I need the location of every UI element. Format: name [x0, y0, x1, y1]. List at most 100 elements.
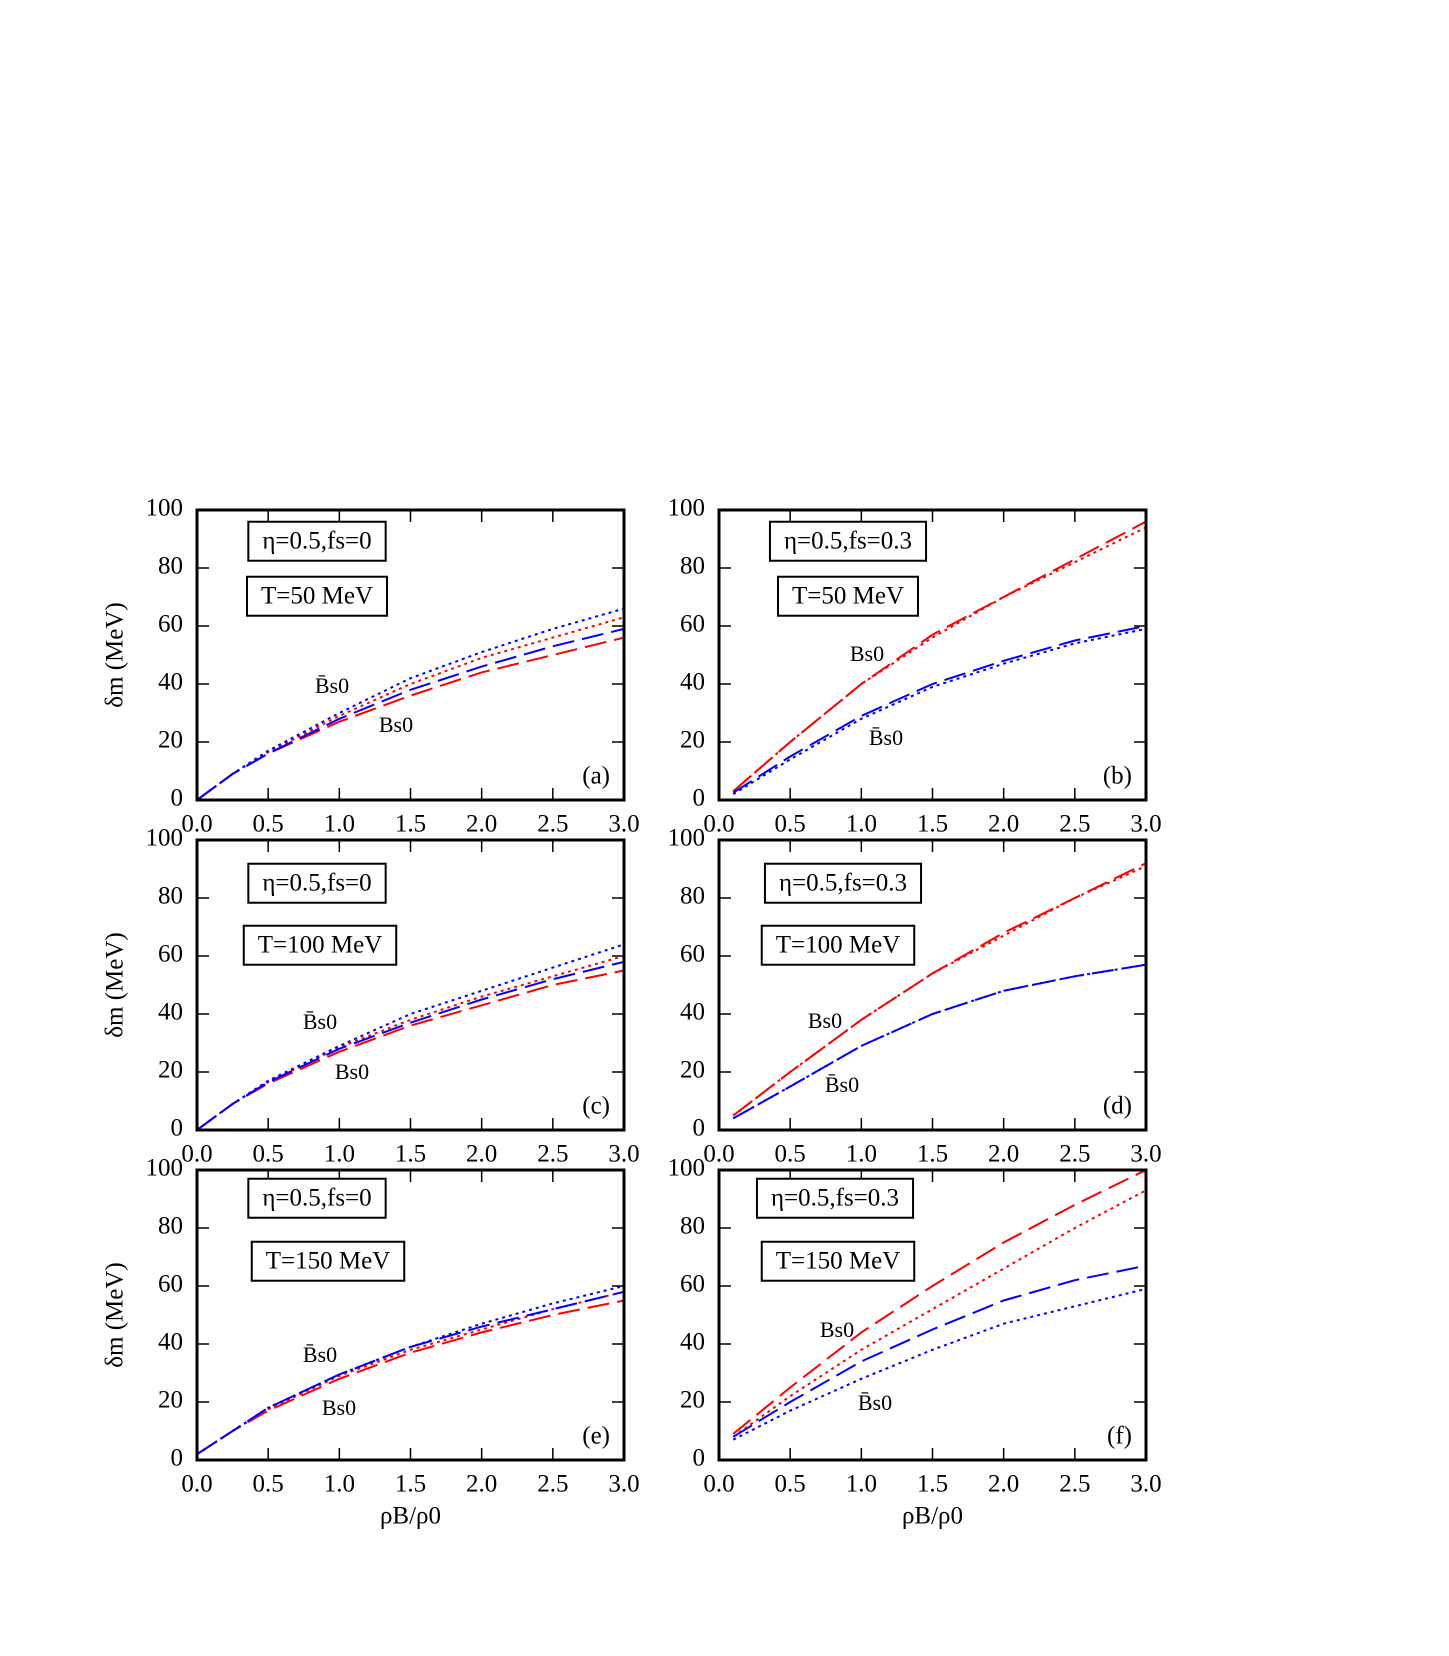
curve	[197, 1299, 624, 1456]
annotation-box	[247, 862, 387, 904]
curve-label: Bs0	[808, 1008, 842, 1033]
x-tick-label: 2.0	[988, 811, 1019, 838]
annotation: T=50 MeV	[261, 583, 373, 610]
x-tick-label: 3.0	[608, 811, 639, 838]
annotation-box	[250, 1240, 406, 1282]
x-tick-label: 0.5	[253, 811, 284, 838]
x-tick-label: 0.0	[703, 1471, 734, 1498]
x-axis-label: ρB/ρ0	[380, 1503, 441, 1530]
x-tick-label: 2.0	[466, 1141, 497, 1168]
curve-label: Bs0	[850, 641, 884, 666]
annotation: η=0.5,fs=0.3	[784, 528, 912, 555]
x-tick-label: 3.0	[1130, 1471, 1161, 1498]
x-tick-label: 3.0	[608, 1141, 639, 1168]
plot-frame	[195, 508, 626, 802]
y-tick-label: 0	[693, 1115, 706, 1142]
curve-label: B̄s0	[825, 1072, 859, 1097]
curve-label: Bs0	[379, 712, 413, 737]
curve	[197, 1285, 624, 1456]
panel-label: (d)	[1103, 1093, 1132, 1120]
curve	[732, 1189, 1146, 1438]
annotation-box	[246, 575, 388, 617]
curve	[732, 1287, 1146, 1441]
x-tick-label: 1.0	[324, 1141, 355, 1168]
y-tick-label: 40	[158, 669, 183, 696]
plot-frame	[195, 838, 626, 1132]
annotation: η=0.5,fs=0	[262, 1185, 371, 1212]
x-tick-label: 0.5	[253, 1471, 284, 1498]
annotation-box	[760, 924, 916, 966]
y-tick-label: 100	[146, 825, 184, 852]
annotation: η=0.5,fs=0	[262, 528, 371, 555]
curve	[197, 607, 624, 800]
curve	[732, 627, 1146, 796]
x-tick-label: 1.0	[846, 811, 877, 838]
x-tick-label: 2.5	[1059, 1141, 1090, 1168]
x-tick-label: 1.5	[917, 1141, 948, 1168]
y-tick-label: 0	[693, 785, 706, 812]
annotation: T=100 MeV	[776, 932, 901, 959]
curve	[197, 969, 624, 1130]
annotation: T=150 MeV	[776, 1248, 901, 1275]
annotation-box	[242, 924, 398, 966]
x-tick-label: 0.5	[253, 1141, 284, 1168]
x-tick-label: 2.5	[537, 811, 568, 838]
x-tick-label: 0.5	[775, 1471, 806, 1498]
curve	[197, 960, 624, 1130]
x-tick-label: 1.0	[846, 1141, 877, 1168]
y-tick-label: 40	[680, 669, 705, 696]
x-tick-label: 2.0	[988, 1141, 1019, 1168]
annotation: η=0.5,fs=0	[262, 870, 371, 897]
x-axis-label: ρB/ρ0	[902, 1503, 963, 1530]
y-axis-label: δm (MeV)	[102, 932, 129, 1038]
x-tick-label: 0.5	[775, 811, 806, 838]
annotation-box	[760, 1240, 916, 1282]
curve	[197, 1290, 624, 1456]
y-tick-label: 0	[693, 1445, 706, 1472]
x-tick-label: 3.0	[1130, 1141, 1161, 1168]
x-tick-label: 1.0	[324, 811, 355, 838]
y-tick-label: 40	[680, 999, 705, 1026]
curve-label: B̄s0	[303, 1342, 337, 1367]
annotation-box	[768, 520, 928, 562]
plot-frame	[717, 838, 1148, 1132]
curve-label: B̄s0	[858, 1390, 892, 1415]
x-tick-label: 2.5	[537, 1141, 568, 1168]
x-tick-label: 1.5	[395, 811, 426, 838]
y-tick-label: 60	[158, 611, 183, 638]
x-tick-label: 1.5	[917, 811, 948, 838]
y-tick-label: 0	[171, 785, 184, 812]
annotation-box	[777, 575, 919, 617]
curve	[732, 963, 1146, 1120]
y-tick-label: 80	[158, 553, 183, 580]
panel: 0.0 0.5 1.0 1.5 2.0 2.5 3.0 0 20 40 60 80 100 η=0.5,f…	[668, 825, 1162, 1168]
plot-frame	[717, 1168, 1148, 1462]
y-tick-label: 80	[680, 553, 705, 580]
curve-label: Bs0	[322, 1395, 356, 1420]
y-tick-label: 100	[668, 1155, 706, 1182]
curve-label: B̄s0	[869, 725, 903, 750]
y-tick-label: 20	[680, 1387, 705, 1414]
plot-frame	[717, 508, 1148, 802]
panel: 0.0 0.5 1.0 1.5 2.0 2.5 3.0 0 20 40 60 80 100 η=0.5,f…	[668, 1155, 1162, 1530]
y-tick-label: 60	[680, 611, 705, 638]
annotation-box	[247, 1177, 387, 1219]
annotation: T=150 MeV	[266, 1248, 391, 1275]
y-tick-label: 0	[171, 1445, 184, 1472]
curve	[732, 865, 1146, 1117]
curve	[732, 1170, 1146, 1435]
curve	[197, 1290, 624, 1456]
x-tick-label: 0.0	[181, 811, 212, 838]
y-tick-label: 100	[668, 825, 706, 852]
y-tick-label: 20	[680, 1057, 705, 1084]
y-tick-label: 100	[146, 495, 184, 522]
x-tick-label: 1.5	[395, 1471, 426, 1498]
annotation-box	[755, 1177, 915, 1219]
y-tick-label: 80	[680, 1213, 705, 1240]
curve-label: Bs0	[820, 1317, 854, 1342]
y-tick-label: 20	[680, 727, 705, 754]
annotation-box	[247, 520, 387, 562]
y-tick-label: 80	[158, 1213, 183, 1240]
y-tick-label: 60	[158, 1271, 183, 1298]
panel-label: (a)	[582, 763, 610, 790]
